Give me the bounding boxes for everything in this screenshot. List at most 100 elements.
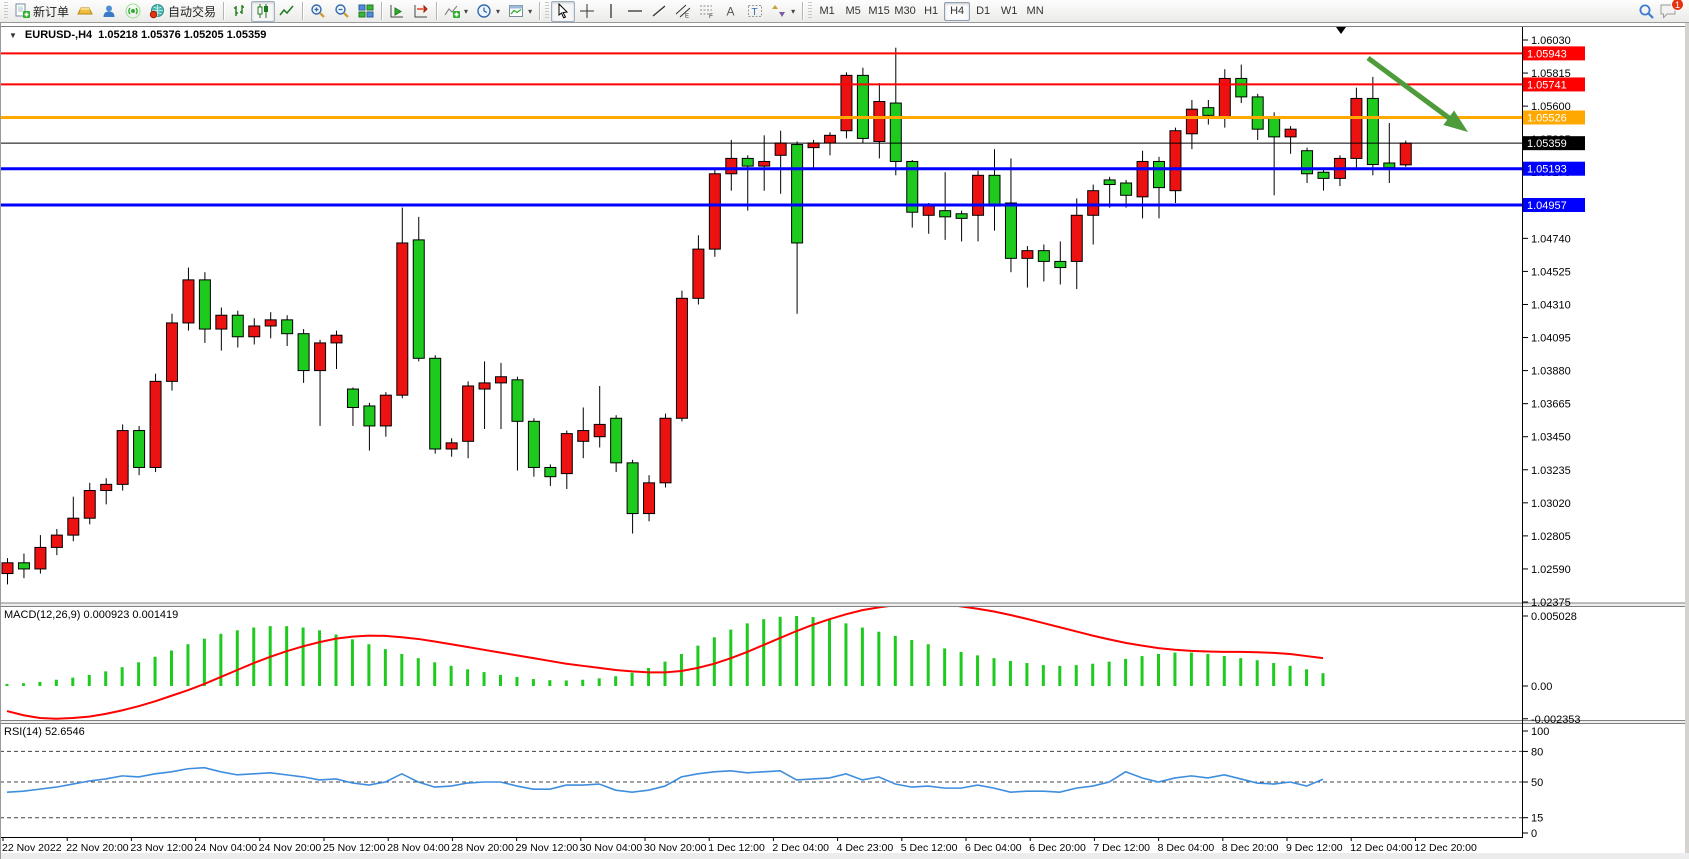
- toolbar-grip[interactable]: [808, 2, 813, 20]
- horizontal-line-tool-button[interactable]: [623, 1, 647, 22]
- zoom-out-button[interactable]: [330, 1, 354, 22]
- svg-text:1.04310: 1.04310: [1531, 299, 1571, 311]
- rsi-axis: 100 80 50 15 0: [1522, 726, 1549, 840]
- toolbar-grip[interactable]: [545, 2, 550, 20]
- svg-text:4 Dec 23:00: 4 Dec 23:00: [837, 842, 894, 854]
- svg-text:1.02590: 1.02590: [1531, 564, 1571, 576]
- svg-text:1.05815: 1.05815: [1531, 68, 1571, 80]
- templates-button[interactable]: ▾: [504, 1, 536, 22]
- svg-text:0.005028: 0.005028: [1531, 611, 1577, 623]
- svg-text:1.03235: 1.03235: [1531, 465, 1571, 477]
- chart-shift-icon: [414, 4, 428, 18]
- new-order-button[interactable]: 新订单: [10, 1, 73, 22]
- tile-windows-button[interactable]: [354, 1, 378, 22]
- signals-button[interactable]: [121, 1, 145, 22]
- timeframe-toolbar: M1 M5 M15 M30 H1 H4 D1 W1 MN: [814, 1, 1048, 21]
- timeframe-button-D1[interactable]: D1: [976, 5, 991, 17]
- svg-text:1.04957: 1.04957: [1527, 200, 1567, 212]
- indicators-button[interactable]: ▾: [440, 1, 472, 22]
- auto-scroll-button[interactable]: [385, 1, 409, 22]
- svg-text:0: 0: [1531, 828, 1537, 840]
- svg-text:1.05741: 1.05741: [1527, 79, 1567, 91]
- trend-arrow-annotation: [1366, 55, 1468, 132]
- price-line-label: 1.05741: [1523, 77, 1585, 92]
- bar-chart-icon: [234, 5, 245, 16]
- autotrade-button[interactable]: 自动交易: [145, 1, 220, 22]
- macd-indicator-label: MACD(12,26,9) 0.000923 0.001419: [4, 609, 179, 621]
- svg-text:22 Nov 20:00: 22 Nov 20:00: [66, 842, 129, 854]
- equidistant-channel-icon: E: [675, 4, 691, 19]
- search-button[interactable]: [1634, 1, 1659, 22]
- community-button[interactable]: [97, 1, 121, 22]
- template-icon: [509, 5, 524, 17]
- text-label-tool-button[interactable]: T: [743, 1, 767, 22]
- trendline-icon: [652, 5, 666, 17]
- notification-badge: 1: [1671, 0, 1684, 11]
- toolbar-grip[interactable]: [4, 2, 8, 20]
- dropdown-arrow-icon: ▾: [791, 6, 796, 16]
- candle-chart-button[interactable]: [251, 0, 276, 22]
- symbol-timeframe-label: EURUSD-,H4: [24, 29, 93, 41]
- bar-chart-button[interactable]: [227, 1, 251, 22]
- svg-text:1 Dec 12:00: 1 Dec 12:00: [708, 842, 765, 854]
- timeframe-button-M15[interactable]: M15: [868, 5, 890, 17]
- chart-shift-marker: [1336, 27, 1346, 34]
- timeframe-button-M5[interactable]: M5: [845, 5, 861, 17]
- price-line-label: 1.05193: [1523, 161, 1585, 176]
- dropdown-arrow-icon: ▾: [496, 6, 501, 16]
- svg-text:5 Dec 12:00: 5 Dec 12:00: [901, 842, 958, 854]
- timeframe-button-H1[interactable]: H1: [924, 5, 939, 17]
- fibonacci-icon: F: [700, 5, 713, 19]
- notifications-button[interactable]: 1: [1659, 0, 1684, 20]
- svg-text:F: F: [709, 13, 713, 19]
- channel-tool-button[interactable]: E: [671, 1, 695, 22]
- line-chart-button[interactable]: [275, 1, 299, 22]
- gold-button[interactable]: [73, 1, 97, 22]
- svg-text:24 Nov 20:00: 24 Nov 20:00: [259, 842, 322, 854]
- svg-text:9 Dec 12:00: 9 Dec 12:00: [1286, 842, 1343, 854]
- timeframe-button-MN[interactable]: MN: [1026, 5, 1044, 17]
- macd-panel: [5, 602, 1325, 720]
- svg-text:7 Dec 12:00: 7 Dec 12:00: [1093, 842, 1150, 854]
- svg-text:30 Nov 20:00: 30 Nov 20:00: [644, 842, 707, 854]
- svg-text:23 Nov 12:00: 23 Nov 12:00: [130, 842, 193, 854]
- svg-text:1.03665: 1.03665: [1531, 399, 1571, 411]
- horizontal-line-icon: [628, 10, 643, 12]
- toolbar-separator: [436, 2, 438, 20]
- candlestick-chart-icon: [257, 4, 269, 18]
- tile-windows-icon: [358, 4, 374, 18]
- fibonacci-tool-button[interactable]: F: [695, 1, 719, 22]
- svg-text:28 Nov 20:00: 28 Nov 20:00: [451, 842, 514, 854]
- toolbar-separator: [539, 2, 541, 20]
- dropdown-arrow-icon: ▾: [464, 6, 469, 16]
- vertical-line-tool-button[interactable]: [599, 1, 623, 22]
- svg-text:1.04095: 1.04095: [1531, 333, 1571, 345]
- autotrade-label: 自动交易: [168, 4, 217, 19]
- text-tool-button[interactable]: A: [719, 1, 743, 22]
- new-order-label: 新订单: [33, 4, 70, 19]
- chart-shift-button[interactable]: [409, 1, 433, 22]
- timeframe-button-W1[interactable]: W1: [1000, 5, 1018, 17]
- indicators-icon: [444, 5, 461, 18]
- zoom-in-icon: [311, 4, 325, 18]
- svg-text:28 Nov 04:00: 28 Nov 04:00: [387, 842, 450, 854]
- trendline-tool-button[interactable]: [647, 1, 671, 22]
- timeframe-button-H4[interactable]: H4: [944, 1, 971, 21]
- timeframe-button-M30[interactable]: M30: [894, 5, 916, 17]
- clock-icon: [477, 4, 491, 18]
- cursor-tool-button[interactable]: [551, 0, 576, 22]
- auto-scroll-icon: [390, 5, 404, 18]
- svg-text:-0.002353: -0.002353: [1531, 714, 1581, 726]
- main-toolbar: 新订单: [0, 0, 1689, 23]
- zoom-in-button[interactable]: [306, 1, 330, 22]
- collapse-chart-icon[interactable]: ▼: [9, 30, 17, 40]
- crosshair-tool-button[interactable]: [575, 1, 599, 22]
- svg-text:1.06030: 1.06030: [1531, 35, 1571, 47]
- arrows-tool-button[interactable]: ▾: [767, 1, 799, 22]
- periods-button[interactable]: ▾: [472, 1, 504, 22]
- toolbar-separator: [802, 2, 804, 20]
- macd-axis: 0.005028 0.00 -0.002353: [1522, 611, 1581, 726]
- svg-text:12 Dec 04:00: 12 Dec 04:00: [1350, 842, 1413, 854]
- timeframe-button-M1[interactable]: M1: [819, 5, 835, 17]
